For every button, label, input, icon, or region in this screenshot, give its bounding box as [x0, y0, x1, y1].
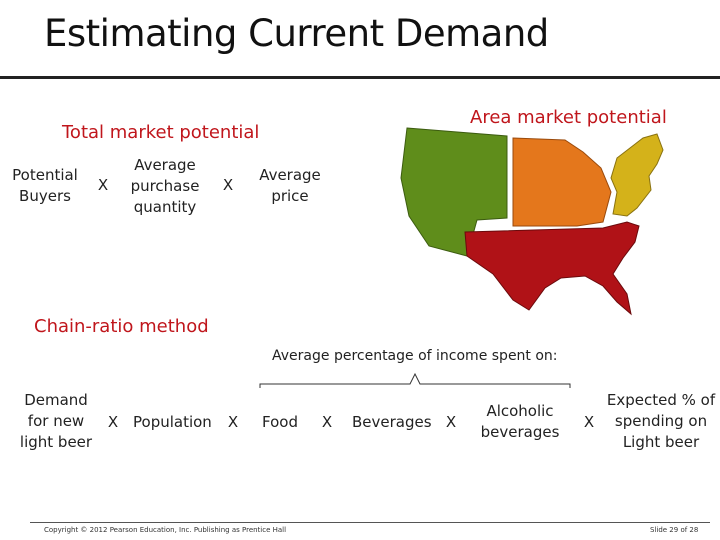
multiply-operator: X	[227, 413, 239, 431]
alcoholic-beverages-label: Alcoholic beverages	[480, 402, 560, 441]
multiply-operator: X	[222, 176, 234, 194]
beverages-label: Beverages	[352, 413, 432, 431]
demand-label: Demand for new light beer	[19, 391, 93, 451]
chain-ratio-heading: Chain-ratio method	[34, 316, 209, 337]
total-market-heading: Total market potential	[62, 122, 260, 143]
area-market-heading: Area market potential	[470, 107, 667, 128]
footer-divider	[30, 522, 710, 523]
map-region-midwest	[512, 137, 612, 227]
grouping-bracket	[259, 372, 571, 388]
title-divider	[0, 76, 720, 79]
copyright-text: Copyright © 2012 Pearson Education, Inc.…	[44, 526, 287, 534]
us-regions-map-icon	[400, 127, 664, 316]
average-purchase-quantity-label: Average purchase quantity	[130, 156, 200, 216]
expected-spending-label: Expected % of spending on Light beer	[606, 391, 716, 451]
slide-number: Slide 29 of 28	[650, 526, 699, 534]
multiply-operator: X	[107, 413, 119, 431]
food-label: Food	[262, 413, 298, 431]
potential-buyers-label: Potential Buyers	[12, 166, 78, 205]
multiply-operator: X	[445, 413, 457, 431]
average-price-label: Average price	[259, 166, 321, 205]
multiply-operator: X	[583, 413, 595, 431]
population-label: Population	[133, 413, 212, 431]
bracket-label: Average percentage of income spent on:	[272, 348, 558, 364]
map-region-northeast	[610, 133, 664, 217]
map-region-south	[464, 221, 640, 316]
slide-title: Estimating Current Demand	[44, 12, 549, 55]
multiply-operator: X	[97, 176, 109, 194]
multiply-operator: X	[321, 413, 333, 431]
